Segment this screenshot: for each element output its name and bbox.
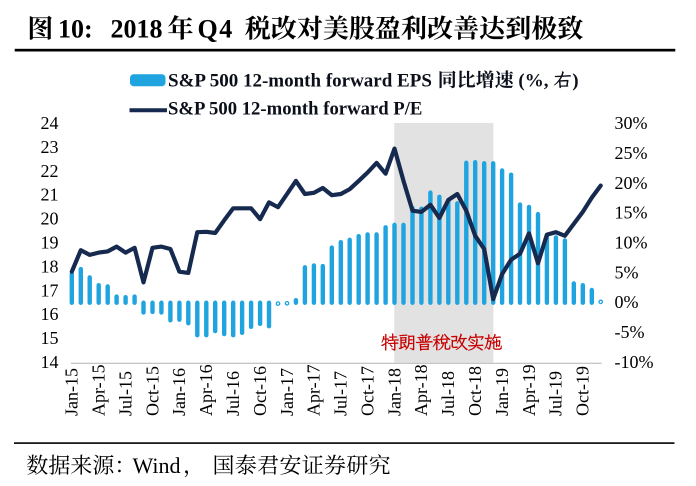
svg-text:Q4: Q4 bbox=[198, 15, 234, 44]
svg-text:-5%: -5% bbox=[615, 322, 645, 342]
svg-text:Oct-18: Oct-18 bbox=[465, 366, 485, 416]
svg-text:Wind: Wind bbox=[133, 453, 181, 478]
svg-text:Jul-15: Jul-15 bbox=[115, 371, 135, 416]
svg-text:Oct-16: Oct-16 bbox=[250, 366, 270, 416]
svg-text:Apr-16: Apr-16 bbox=[196, 364, 216, 416]
svg-text:23: 23 bbox=[41, 137, 59, 157]
svg-text:Jul-19: Jul-19 bbox=[546, 371, 566, 416]
svg-text:16: 16 bbox=[41, 304, 59, 324]
svg-text:5%: 5% bbox=[615, 262, 639, 282]
svg-text:S&P 500 12-month forward P/E: S&P 500 12-month forward P/E bbox=[168, 99, 422, 120]
svg-text:15: 15 bbox=[41, 328, 59, 348]
svg-text:10%: 10% bbox=[615, 233, 648, 253]
svg-text:20: 20 bbox=[41, 209, 59, 229]
svg-text:Jan-16: Jan-16 bbox=[169, 368, 189, 416]
svg-text:S&P 500 12-month forward EPS: S&P 500 12-month forward EPS bbox=[168, 71, 432, 92]
svg-text:(%,: (%, bbox=[518, 71, 548, 92]
svg-text:Jan-19: Jan-19 bbox=[492, 368, 512, 416]
svg-text:21: 21 bbox=[41, 185, 59, 205]
svg-text:17: 17 bbox=[41, 280, 59, 300]
svg-text:15%: 15% bbox=[615, 203, 648, 223]
svg-text:Jan-17: Jan-17 bbox=[277, 368, 297, 416]
svg-text:30%: 30% bbox=[615, 113, 648, 133]
svg-text:Jan-15: Jan-15 bbox=[62, 368, 82, 416]
svg-text:Apr-15: Apr-15 bbox=[89, 364, 109, 416]
svg-text:Jul-17: Jul-17 bbox=[331, 371, 351, 416]
svg-text:14: 14 bbox=[41, 352, 59, 372]
svg-text:Jul-18: Jul-18 bbox=[438, 371, 458, 416]
svg-text:0%: 0% bbox=[615, 292, 639, 312]
svg-text:2018: 2018 bbox=[111, 15, 163, 44]
svg-text:10:: 10: bbox=[58, 15, 93, 44]
svg-text:Jan-18: Jan-18 bbox=[384, 368, 404, 416]
svg-text:-10%: -10% bbox=[615, 352, 654, 372]
svg-text:Jul-16: Jul-16 bbox=[223, 371, 243, 416]
svg-text:25%: 25% bbox=[615, 143, 648, 163]
svg-text:Oct-17: Oct-17 bbox=[357, 366, 377, 416]
svg-text:22: 22 bbox=[41, 161, 59, 181]
svg-text:): ) bbox=[572, 71, 578, 92]
svg-text:Apr-18: Apr-18 bbox=[411, 364, 431, 416]
svg-text:20%: 20% bbox=[615, 173, 648, 193]
svg-text:Apr-19: Apr-19 bbox=[519, 364, 539, 416]
svg-text:18: 18 bbox=[41, 256, 59, 276]
svg-text:19: 19 bbox=[41, 233, 59, 253]
svg-text:Oct-19: Oct-19 bbox=[573, 366, 593, 416]
svg-text:24: 24 bbox=[41, 113, 59, 133]
svg-text:Oct-15: Oct-15 bbox=[142, 366, 162, 416]
svg-text:Apr-17: Apr-17 bbox=[304, 364, 324, 416]
